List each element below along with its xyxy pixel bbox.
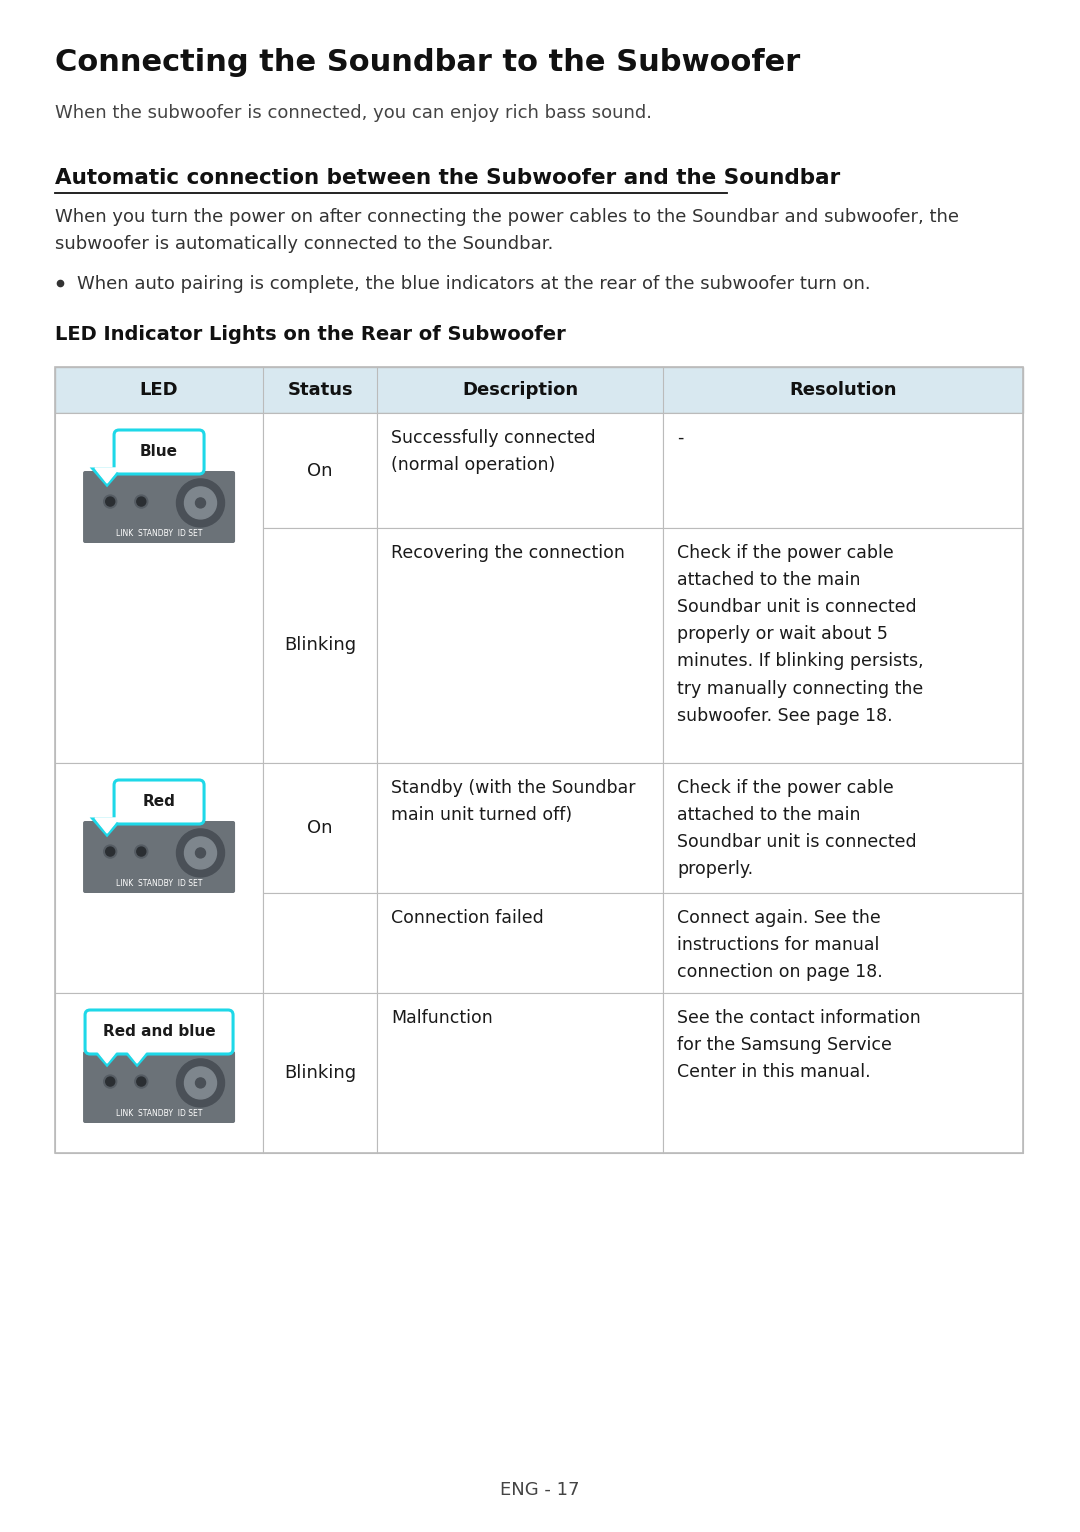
Polygon shape [123, 1049, 151, 1065]
Text: Recovering the connection: Recovering the connection [391, 544, 625, 562]
Circle shape [137, 847, 146, 856]
Bar [377, 414, 663, 529]
Bar [663, 529, 1023, 763]
Circle shape [195, 1079, 205, 1088]
Text: LINK  STANDBY  ID SET: LINK STANDBY ID SET [116, 529, 202, 538]
Text: Red: Red [143, 795, 175, 809]
Text: -: - [677, 429, 684, 447]
Text: Description: Description [462, 381, 578, 398]
Bar [264, 893, 377, 993]
Circle shape [185, 836, 216, 869]
Bar [55, 763, 264, 993]
Circle shape [135, 846, 148, 858]
Bar [377, 893, 663, 993]
Text: LED: LED [139, 381, 178, 398]
Text: When the subwoofer is connected, you can enjoy rich bass sound.: When the subwoofer is connected, you can… [55, 104, 652, 123]
Circle shape [135, 495, 148, 509]
Bar [663, 893, 1023, 993]
Text: Standby (with the Soundbar
main unit turned off): Standby (with the Soundbar main unit tur… [391, 778, 636, 824]
Circle shape [176, 1059, 225, 1108]
Circle shape [104, 846, 117, 858]
FancyBboxPatch shape [83, 1051, 235, 1123]
Text: Check if the power cable
attached to the main
Soundbar unit is connected
properl: Check if the power cable attached to the… [677, 544, 923, 725]
Circle shape [106, 496, 114, 506]
Polygon shape [93, 1049, 121, 1065]
Bar [663, 763, 1023, 893]
Text: LINK  STANDBY  ID SET: LINK STANDBY ID SET [116, 1109, 202, 1117]
Text: Successfully connected
(normal operation): Successfully connected (normal operation… [391, 429, 596, 473]
Text: Red and blue: Red and blue [103, 1025, 215, 1040]
Polygon shape [95, 818, 119, 833]
Polygon shape [93, 820, 121, 835]
Bar [377, 529, 663, 763]
Text: Connect again. See the
instructions for manual
connection on page 18.: Connect again. See the instructions for … [677, 908, 882, 980]
Bar [377, 993, 663, 1154]
FancyBboxPatch shape [85, 1010, 233, 1054]
Text: Resolution: Resolution [789, 381, 896, 398]
Bar [663, 414, 1023, 529]
Text: Blinking: Blinking [284, 1065, 356, 1082]
Polygon shape [93, 469, 121, 486]
Text: Check if the power cable
attached to the main
Soundbar unit is connected
properl: Check if the power cable attached to the… [677, 778, 917, 878]
Circle shape [106, 1077, 114, 1086]
Circle shape [137, 1077, 146, 1086]
Circle shape [195, 847, 205, 858]
Bar [264, 414, 377, 529]
Circle shape [106, 847, 114, 856]
Bar [377, 763, 663, 893]
Circle shape [104, 495, 117, 509]
Bar [264, 529, 377, 763]
Bar [55, 368, 1023, 414]
FancyBboxPatch shape [114, 780, 204, 824]
Bar [55, 368, 1023, 1154]
Circle shape [176, 480, 225, 527]
Bar [55, 993, 264, 1154]
Text: LINK  STANDBY  ID SET: LINK STANDBY ID SET [116, 878, 202, 887]
Circle shape [185, 487, 216, 519]
Bar [264, 993, 377, 1154]
FancyBboxPatch shape [83, 470, 235, 542]
Text: Blue: Blue [140, 444, 178, 460]
Bar [264, 763, 377, 893]
Text: Malfunction: Malfunction [391, 1010, 494, 1026]
Circle shape [176, 829, 225, 876]
Bar [663, 993, 1023, 1154]
Polygon shape [95, 1048, 119, 1063]
Text: Blinking: Blinking [284, 636, 356, 654]
Polygon shape [125, 1048, 149, 1063]
Text: See the contact information
for the Samsung Service
Center in this manual.: See the contact information for the Sams… [677, 1010, 920, 1082]
Text: When auto pairing is complete, the blue indicators at the rear of the subwoofer : When auto pairing is complete, the blue … [77, 276, 870, 293]
Circle shape [195, 498, 205, 509]
Text: Status: Status [287, 381, 353, 398]
Circle shape [137, 496, 146, 506]
Text: On: On [308, 820, 333, 836]
Circle shape [135, 1075, 148, 1088]
Circle shape [185, 1066, 216, 1098]
Text: Connecting the Soundbar to the Subwoofer: Connecting the Soundbar to the Subwoofer [55, 47, 800, 77]
Text: Automatic connection between the Subwoofer and the Soundbar: Automatic connection between the Subwoof… [55, 169, 840, 188]
Text: ENG - 17: ENG - 17 [500, 1481, 580, 1498]
Text: On: On [308, 461, 333, 480]
FancyBboxPatch shape [114, 430, 204, 473]
Text: When you turn the power on after connecting the power cables to the Soundbar and: When you turn the power on after connect… [55, 208, 959, 253]
FancyBboxPatch shape [83, 821, 235, 893]
Circle shape [104, 1075, 117, 1088]
Bar [55, 414, 264, 763]
Text: Connection failed: Connection failed [391, 908, 544, 927]
Polygon shape [95, 467, 119, 483]
Text: LED Indicator Lights on the Rear of Subwoofer: LED Indicator Lights on the Rear of Subw… [55, 325, 566, 345]
